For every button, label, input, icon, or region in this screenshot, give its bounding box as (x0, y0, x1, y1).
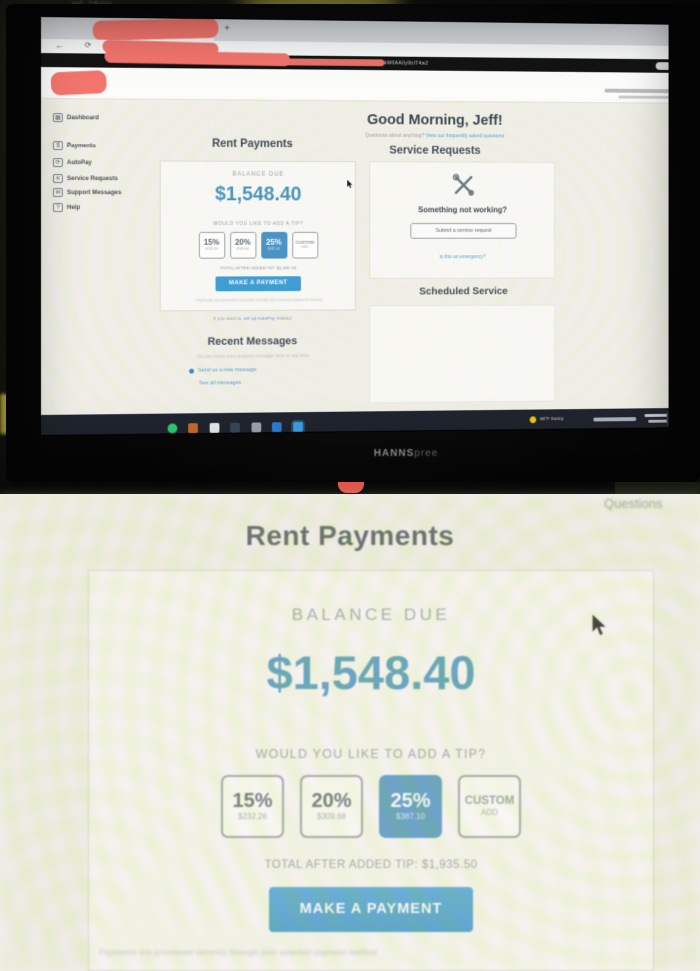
tip-15-button-zoom[interactable]: 15% $232.26 (221, 775, 284, 838)
see-all-messages-link[interactable]: See all messages (198, 380, 242, 387)
payment-fine-print: Payments are processed securely through … (195, 296, 323, 303)
sidebar-item-service-requests[interactable]: ✕ Service Requests (52, 174, 118, 184)
support-messages-icon: ✉ (52, 188, 63, 198)
faq-link[interactable]: View our frequently asked questions (425, 133, 505, 140)
service-requests-icon: ✕ (52, 174, 63, 184)
refresh-icon[interactable]: ⟳ (84, 40, 92, 50)
total-after-tip-zoom: TOTAL AFTER ADDED TIP: $1,935.50 (264, 859, 478, 871)
total-after-tip: TOTAL AFTER ADDED TIP: $1,935.50 (220, 265, 297, 271)
messages-subtext: You can reach your property manager here… (195, 353, 309, 360)
tray-icons-blur[interactable] (593, 417, 637, 422)
tip-15-button[interactable]: 15% $232.26 (198, 231, 225, 259)
balance-due-label: BALANCE DUE (232, 171, 285, 178)
sidebar-item-autopay[interactable]: ⟳ AutoPay (52, 158, 92, 168)
fine-print-zoom: Payments are processed securely through … (99, 947, 377, 957)
tip-custom-button[interactable]: CUSTOM ADD (291, 231, 318, 259)
rent-payments-heading-zoom: Rent Payments (245, 520, 455, 551)
greeting: Good Morning, Jeff! (367, 111, 503, 129)
unread-dot (189, 368, 195, 374)
make-payment-button-zoom[interactable]: MAKE A PAYMENT (269, 887, 473, 932)
balance-amount-zoom: $1,548.40 (266, 646, 476, 699)
show-desktop-strip[interactable] (666, 411, 669, 426)
rent-card-zoom: BALANCE DUE $1,548.40 WOULD YOU LIKE TO … (88, 570, 654, 971)
tip-question: WOULD YOU LIKE TO ADD A TIP? (213, 221, 304, 227)
rent-payments-heading: Rent Payments (212, 137, 293, 151)
taskbar-edge-icon-active[interactable] (292, 421, 303, 432)
tip-20-button-zoom[interactable]: 20% $309.68 (300, 775, 363, 838)
mouse-cursor (347, 179, 353, 189)
service-prompt: Something not working? (418, 205, 507, 215)
mouse-cursor-zoom (592, 614, 607, 636)
taskbar-app-icon-light[interactable] (209, 422, 220, 433)
autopay-line: If you want to, set up AutoPay instead (213, 316, 292, 323)
tip-options-zoom: 15% $232.26 20% $309.68 25% $387.10 CUSTOM A… (89, 775, 653, 838)
zoomed-crop: Questions Rent Payments BALANCE DUE $1,5… (0, 482, 700, 971)
tip-custom-button-zoom[interactable]: CUSTOM ADD (458, 775, 521, 838)
dark-artifact (615, 482, 700, 494)
new-tab-button[interactable]: + (224, 23, 230, 35)
make-payment-button[interactable]: MAKE A PAYMENT (215, 276, 301, 292)
zoomed-page: Questions Rent Payments BALANCE DUE $1,5… (0, 494, 700, 971)
service-tools-icon (451, 172, 476, 197)
monitor-bezel: × + ← ⟳ 9SBgrMnHAlaQsbCNBwq1dy0zVQhanKdA… (6, 4, 700, 482)
monitor-photo: HF 2B0H × + ← ⟳ 9SBgrMnHAl (0, 0, 700, 482)
sidebar-item-dashboard[interactable]: ▦ Dashboard (52, 113, 99, 123)
back-icon[interactable]: ← (54, 40, 64, 51)
taskbar-app-icon-green[interactable] (167, 423, 178, 434)
questions-text-clipped: Questions (604, 496, 663, 511)
tip-25-button-selected-zoom[interactable]: 25% $387.10 (379, 775, 442, 838)
scheduled-service-card (369, 304, 556, 404)
browser-profile-pill[interactable] (655, 62, 670, 71)
payments-icon: $ (52, 141, 63, 151)
tip-options: 15% $232.26 20% $309.68 25% $387.10 CUSTOM A… (161, 231, 355, 259)
redaction-scribble-logo (50, 70, 108, 96)
service-requests-heading: Service Requests (389, 144, 481, 157)
tip-question-zoom: WOULD YOU LIKE TO ADD A TIP? (255, 747, 487, 761)
balance-due-label-zoom: BALANCE DUE (291, 605, 451, 624)
account-name-blur (604, 88, 670, 94)
submit-service-request-button[interactable]: Submit a service request (410, 223, 517, 239)
new-message-row[interactable]: Send us a new message (189, 367, 257, 374)
sidebar-item-help[interactable]: ? Help (52, 203, 80, 213)
taskbar-app-icon-dark[interactable] (230, 422, 241, 433)
redaction-scribble-url-2 (284, 58, 385, 67)
weather-widget[interactable]: 60°F Sunny (529, 416, 564, 424)
rent-card: BALANCE DUE $1,548.40 WOULD YOU LIKE TO … (159, 160, 356, 312)
emergency-link[interactable]: Is this an emergency? (439, 254, 486, 261)
tip-20-button[interactable]: 20% $309.68 (229, 231, 256, 259)
help-icon: ? (52, 203, 63, 213)
tip-25-button-selected[interactable]: 25% $387.10 (260, 231, 287, 259)
sidebar-item-support-messages[interactable]: ✉ Support Messages (52, 188, 121, 198)
autopay-link[interactable]: set up AutoPay (243, 316, 276, 322)
recent-messages-heading: Recent Messages (207, 335, 298, 348)
account-address-blur (618, 95, 670, 99)
site-header (40, 67, 670, 104)
sidebar-item-payments[interactable]: $ Payments (52, 141, 96, 151)
portal-page: ▦ Dashboard $ Payments ⟳ AutoPay ✕ (40, 99, 669, 415)
scheduled-service-heading: Scheduled Service (419, 285, 508, 298)
taskbar-app-icon-blue[interactable] (272, 421, 282, 432)
autopay-icon: ⟳ (52, 158, 63, 168)
taskbar-app-icon-orange[interactable] (188, 422, 199, 433)
red-artifact (338, 482, 364, 493)
balance-amount: $1,548.40 (215, 183, 302, 206)
dashboard-icon: ▦ (52, 113, 63, 123)
taskbar-app-icon-gray[interactable] (251, 422, 262, 433)
service-card: Something not working? Submit a service … (369, 161, 556, 279)
screen: × + ← ⟳ 9SBgrMnHAlaQsbCNBwq1dy0zVQhanKdA… (40, 16, 670, 436)
monitor-brand: HANNSpree (373, 448, 439, 459)
redaction-scribble-tab (92, 17, 219, 41)
sun-icon (529, 416, 537, 424)
new-message-link[interactable]: Send us a new message (197, 367, 257, 374)
